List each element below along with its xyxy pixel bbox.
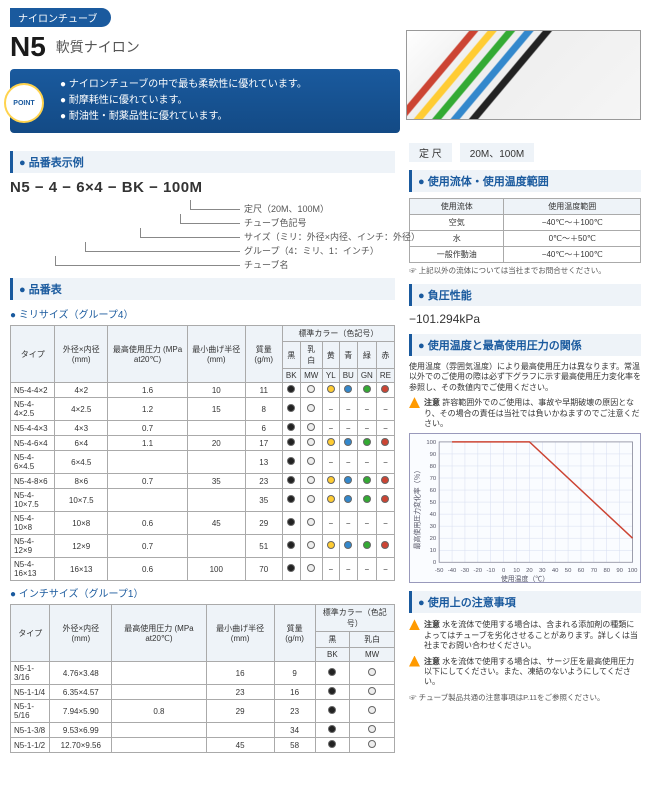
caution-item: 注意 水を流体で使用する場合は、サージ圧を最高使用圧力以下にしてください。また、…	[409, 656, 641, 688]
product-code: N5	[10, 31, 46, 63]
svg-text:40: 40	[552, 568, 559, 574]
svg-text:100: 100	[426, 440, 437, 446]
section-graph-title: 使用温度と最高使用圧力の関係	[409, 334, 641, 356]
point-badge: POINT	[4, 83, 44, 123]
svg-text:使用温度（℃）: 使用温度（℃）	[501, 574, 549, 582]
point-item: 耐摩耗性に優れています。	[60, 93, 390, 109]
svg-text:20: 20	[430, 537, 437, 543]
svg-text:10: 10	[430, 549, 437, 555]
length-value: 20M、100M	[460, 143, 534, 162]
section-caution-title: 使用上の注意事項	[409, 591, 641, 613]
point-box: POINT ナイロンチューブの中で最も柔軟性に優れています。耐摩耗性に優れていま…	[10, 69, 400, 133]
graph-intro: 使用温度（雰囲気温度）により最高使用圧力は異なります。常温以外でのご使用の際は必…	[409, 362, 641, 393]
warning-icon	[409, 397, 420, 408]
svg-text:90: 90	[616, 568, 623, 574]
product-name: 軟質ナイロン	[56, 37, 140, 57]
svg-text:10: 10	[513, 568, 520, 574]
warning-icon	[409, 656, 420, 667]
svg-text:0: 0	[502, 568, 506, 574]
section-fluid-title: 使用流体・使用温度範囲	[409, 170, 641, 192]
example-code: N5 − 4 − 6×4 − BK − 100M	[10, 179, 395, 196]
fluid-footnote: 上記以外の流体については当社までお問合せください。	[409, 265, 641, 276]
svg-text:100: 100	[628, 568, 639, 574]
subtitle-inch: インチサイズ（グループ1）	[10, 585, 395, 600]
pressure-temp-chart: -50 -40 -30 -20-10 0 10 20 30 40 50 60 70 80 90 100 0 10…	[409, 433, 641, 583]
svg-text:20: 20	[526, 568, 533, 574]
svg-text:-20: -20	[474, 568, 483, 574]
section-parts-title: 品番表	[10, 278, 395, 300]
category-tab: ナイロンチューブ	[10, 8, 111, 27]
table-inch: タイプ外径×内径 (mm)最高使用圧力 (MPa at20℃)最小曲げ半径 (m…	[10, 604, 395, 753]
warning-icon	[409, 619, 420, 630]
point-item: 耐油性・耐薬品性に優れています。	[60, 109, 390, 125]
length-row: 定 尺 20M、100M	[409, 143, 641, 162]
svg-text:最高使用圧力変化率（％）: 最高使用圧力変化率（％）	[412, 467, 421, 550]
svg-text:50: 50	[430, 500, 437, 506]
graph-warning: 注意 許容範囲外でのご使用は、事故や早期破壊の原因となり、その場合の責任は当社で…	[409, 397, 641, 429]
section-example-title: 品番表示例	[10, 151, 395, 173]
caution-item: 注意 水を流体で使用する場合は、含まれる添加剤の種類によってはチューブを劣化させ…	[409, 619, 641, 651]
point-item: ナイロンチューブの中で最も柔軟性に優れています。	[60, 77, 390, 93]
svg-text:40: 40	[430, 512, 437, 518]
svg-text:0: 0	[433, 561, 437, 567]
svg-text:30: 30	[539, 568, 546, 574]
partno-tree: 定尺（20M、100M）チューブ色記号サイズ（ミリ：外径×内径、インチ：外径）グ…	[30, 200, 395, 270]
vac-value: −101.294kPa	[409, 312, 641, 326]
svg-text:60: 60	[578, 568, 585, 574]
table-fluid: 使用流体使用温度範囲空気−40℃〜＋100℃水0℃〜＋50℃一般作動油−40℃〜…	[409, 198, 641, 263]
svg-text:50: 50	[565, 568, 572, 574]
svg-text:80: 80	[603, 568, 610, 574]
svg-text:-10: -10	[486, 568, 495, 574]
length-label: 定 尺	[409, 143, 452, 162]
caution-footnote: チューブ製品共通の注意事項はP.11をご参照ください。	[409, 692, 641, 703]
subtitle-mm: ミリサイズ（グループ4）	[10, 306, 395, 321]
table-mm: タイプ外径×内径 (mm)最高使用圧力 (MPa at20℃)最小曲げ半径 (m…	[10, 325, 395, 581]
svg-text:90: 90	[430, 452, 437, 458]
svg-text:-40: -40	[448, 568, 457, 574]
svg-text:70: 70	[430, 476, 437, 482]
svg-text:-30: -30	[461, 568, 470, 574]
section-vac-title: 負圧性能	[409, 284, 641, 306]
svg-text:-50: -50	[435, 568, 444, 574]
svg-text:60: 60	[430, 488, 437, 494]
product-photo	[406, 30, 641, 120]
svg-text:30: 30	[430, 524, 437, 530]
svg-text:80: 80	[430, 464, 437, 470]
svg-text:70: 70	[591, 568, 598, 574]
